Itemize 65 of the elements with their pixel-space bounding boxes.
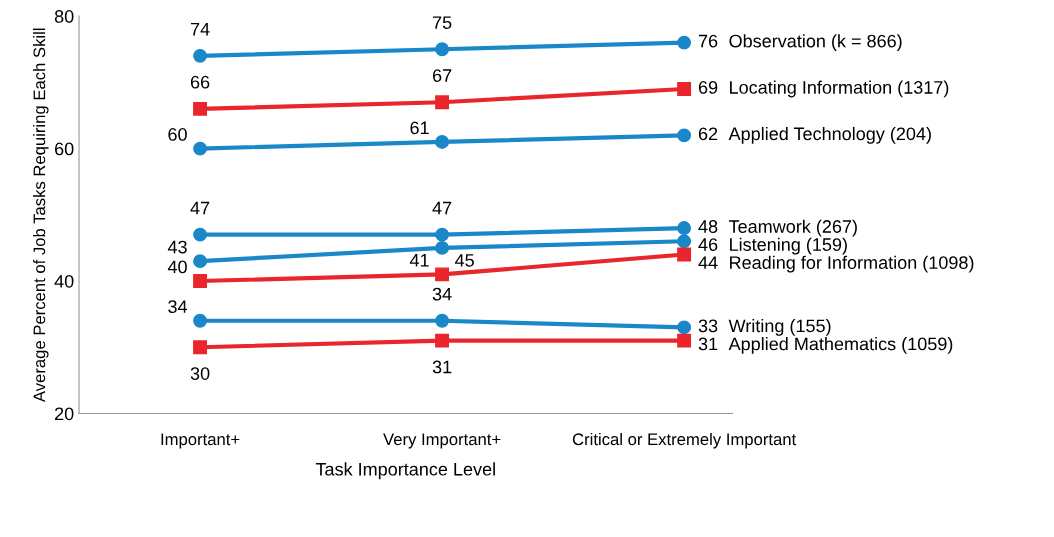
data-label: 48: [698, 220, 718, 233]
data-label: 45: [455, 254, 474, 267]
data-label: 47: [432, 201, 452, 215]
x-axis-title: Task Importance Level: [315, 462, 495, 480]
data-label: 46: [698, 238, 718, 251]
data-label: 34: [168, 300, 188, 314]
data-label: 62: [698, 127, 718, 141]
data-label: 61: [410, 121, 429, 135]
point: [435, 42, 450, 57]
text: Observation (k = 866): [729, 34, 902, 52]
point: [435, 95, 450, 110]
data-label: 34: [432, 287, 452, 301]
point: [193, 254, 208, 269]
point: [435, 267, 450, 282]
data-label: 40: [167, 260, 187, 274]
text: Writing (155): [728, 318, 831, 336]
data-label: 66: [190, 75, 210, 89]
point: [435, 135, 450, 149]
point: [677, 333, 692, 348]
y-axis-title: Average Percent of Job Tasks Requiring Each Skill: [33, 28, 49, 403]
data-label: 44: [698, 256, 718, 269]
text: Applied Mathematics (1059): [728, 337, 953, 354]
data-label: 76: [698, 34, 718, 48]
data-label: 31: [698, 337, 718, 351]
point: [435, 240, 450, 255]
data-label: 31: [432, 360, 452, 374]
text: Teamwork (267): [728, 219, 857, 237]
data-label: 69: [698, 81, 718, 94]
text: Applied Technology (204): [728, 126, 931, 144]
data-label: 43: [167, 240, 187, 254]
point: [677, 320, 692, 335]
y-tick-label: 40: [54, 274, 74, 288]
x-tick-label: Very Important+: [383, 433, 501, 449]
data-label: 30: [190, 367, 210, 380]
y-tick-label: 80: [54, 10, 74, 23]
data-label: 47: [190, 201, 210, 215]
x-tick-label: Critical or Extremely Important: [572, 432, 797, 449]
data-label: 41: [409, 254, 429, 267]
y-tick-label: 60: [55, 142, 74, 156]
data-label: 33: [698, 319, 718, 333]
y-tick-label: 20: [55, 407, 74, 421]
point: [435, 333, 450, 348]
point: [193, 101, 208, 116]
point: [677, 128, 692, 143]
data-label: 67: [432, 69, 452, 82]
point: [193, 227, 208, 242]
point: [193, 340, 208, 355]
data-label: 75: [432, 16, 452, 29]
text: Locating Information (1317): [730, 80, 949, 98]
point: [435, 313, 450, 328]
text: Reading for Information (1098): [730, 255, 974, 273]
point: [193, 313, 208, 328]
point: [677, 82, 692, 96]
text: Listening (159): [730, 237, 847, 255]
point: [677, 247, 692, 262]
point: [193, 141, 208, 156]
data-label: 60: [168, 128, 187, 141]
point: [193, 48, 208, 63]
point: [677, 221, 692, 235]
point: [677, 234, 692, 249]
point: [435, 227, 450, 242]
point: [193, 274, 208, 288]
x-tick-label: Important+: [161, 433, 240, 449]
point: [677, 35, 692, 50]
data-label: 74: [190, 23, 210, 36]
